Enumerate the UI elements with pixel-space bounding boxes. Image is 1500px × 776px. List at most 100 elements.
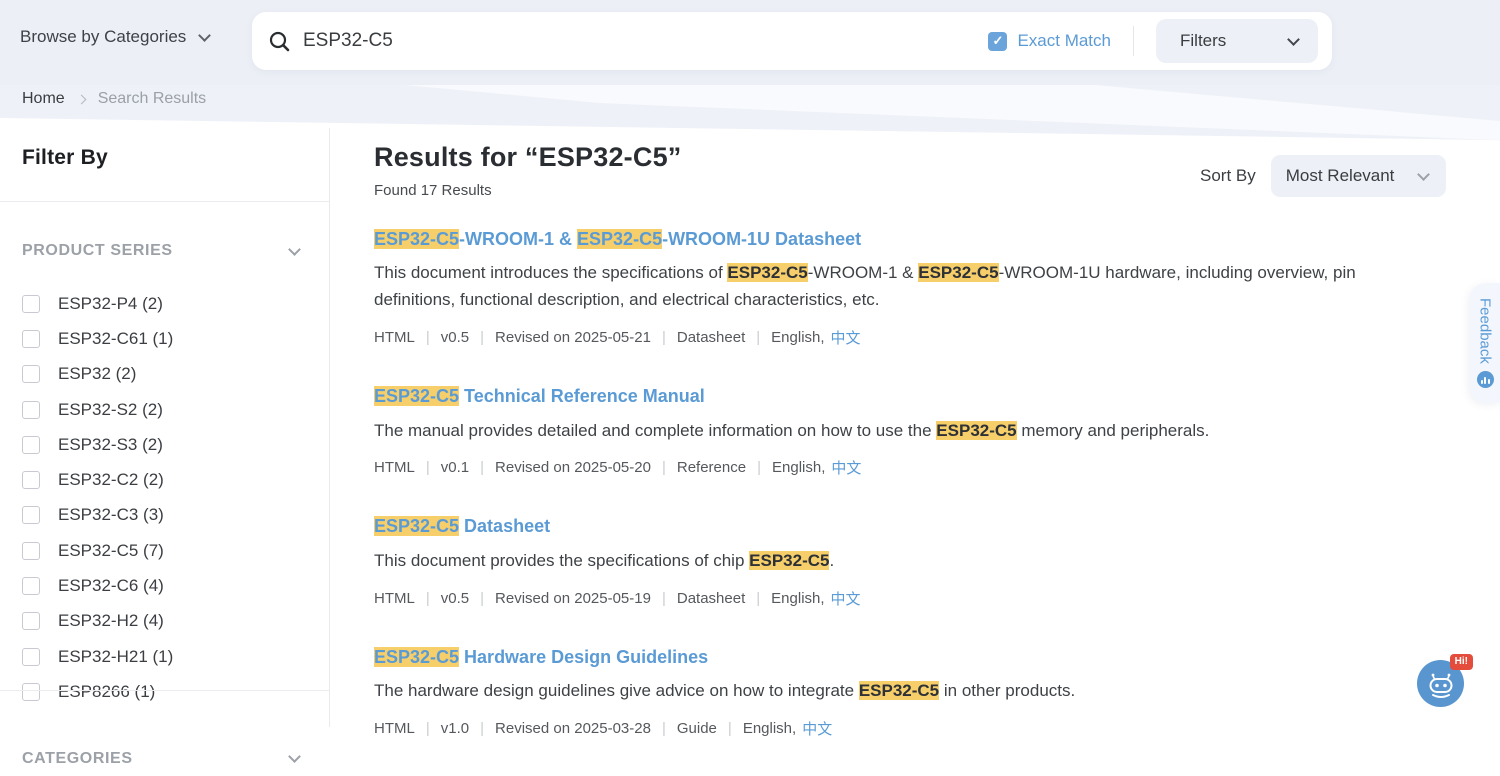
meta-divider: | <box>425 329 430 347</box>
filter-option-label: ESP32-H2 (4) <box>58 611 164 631</box>
filters-label: Filters <box>1180 31 1227 50</box>
checkbox-unchecked[interactable] <box>22 577 40 596</box>
meta-divider: | <box>661 589 666 607</box>
result-title-link[interactable]: ESP32-C5-WROOM-1 & ESP32-C5-WROOM-1U Dat… <box>374 229 862 249</box>
meta-divider: | <box>661 459 666 477</box>
meta-divider: | <box>756 329 761 347</box>
result-meta: HTML | v0.5 | Revised on 2025-05-19 | Datashee… <box>374 588 1404 609</box>
chatbot-button[interactable]: Hi! <box>1417 654 1473 707</box>
search-term-highlight: ESP32-C5 <box>918 263 999 283</box>
search-term-highlight: ESP32-C5 <box>749 550 830 570</box>
meta-segment: HTML <box>374 459 415 477</box>
exact-match-checkbox-checked[interactable]: ✓ <box>988 31 1008 51</box>
meta-segment: v0.5 <box>440 589 470 607</box>
product-series-label: PRODUCT SERIES <box>22 242 173 259</box>
exact-match-toggle[interactable]: ✓ Exact Match <box>988 31 1111 51</box>
result-description: The manual provides detailed and complet… <box>374 420 1210 440</box>
meta-divider: | <box>756 589 761 607</box>
meta-language: English, <box>771 329 825 347</box>
filter-option[interactable]: ESP32-C2 (2) <box>22 462 307 497</box>
filter-option-label: ESP32-S2 (2) <box>58 399 163 419</box>
filter-option-label: ESP8266 (1) <box>58 681 156 701</box>
result-item: ESP32-C5 Datasheet This document provide… <box>374 515 1404 608</box>
meta-segment: Guide <box>676 719 717 737</box>
meta-segment: v1.0 <box>440 719 470 737</box>
filter-option[interactable]: ESP32-S3 (2) <box>22 427 307 462</box>
filter-option-label: ESP32 (2) <box>58 364 137 384</box>
filter-option-label: ESP32-C2 (2) <box>58 470 164 490</box>
result-title-link[interactable]: ESP32-C5 Technical Reference Manual <box>374 386 705 407</box>
search-input[interactable] <box>303 30 989 52</box>
meta-segment: HTML <box>374 719 415 737</box>
results-title: Results for “ESP32-C5” <box>374 142 682 172</box>
checkbox-unchecked[interactable] <box>22 471 40 490</box>
filter-option[interactable]: ESP32-S2 (2) <box>22 392 307 427</box>
meta-segment: v0.1 <box>440 459 470 477</box>
filter-option[interactable]: ESP32-C3 (3) <box>22 498 307 533</box>
product-series-section-header[interactable]: PRODUCT SERIES <box>22 242 307 260</box>
filter-option[interactable]: ESP32-P4 (2) <box>22 286 307 321</box>
chevron-down-icon <box>288 750 301 763</box>
browse-by-categories-label: Browse by Categories <box>20 27 187 46</box>
result-title-link[interactable]: ESP32-C5 Hardware Design Guidelines <box>374 646 709 667</box>
meta-segment: Datasheet <box>676 329 746 347</box>
meta-divider: | <box>661 329 666 347</box>
meta-language: English, <box>772 459 826 477</box>
checkbox-unchecked[interactable] <box>22 400 40 419</box>
checkbox-unchecked[interactable] <box>22 329 40 348</box>
checkbox-unchecked[interactable] <box>22 365 40 384</box>
chevron-down-icon <box>1416 167 1430 181</box>
meta-segment: Reference <box>676 459 747 477</box>
categories-section-header[interactable]: CATEGORIES <box>22 750 307 768</box>
result-title-link[interactable]: ESP32-C5 Datasheet <box>374 516 551 537</box>
meta-divider: | <box>757 459 761 477</box>
breadcrumb-home-link[interactable]: Home <box>22 90 65 107</box>
filter-option[interactable]: ESP32-H21 (1) <box>22 639 307 674</box>
filter-list: ESP32-P4 (2) ESP32-C61 (1) ESP32 (2) ESP… <box>22 286 307 710</box>
checkbox-unchecked[interactable] <box>22 647 40 666</box>
filters-button[interactable]: Filters <box>1156 19 1318 63</box>
filter-option-label: ESP32-S3 (2) <box>58 434 163 454</box>
filter-option[interactable]: ESP32-H2 (4) <box>22 604 307 639</box>
chevron-right-icon <box>76 94 87 104</box>
filter-option[interactable]: ESP32 (2) <box>22 357 307 392</box>
feedback-chart-icon <box>1476 371 1494 389</box>
browse-by-categories-menu[interactable]: Browse by Categories <box>20 27 212 47</box>
chatbot-hi-badge: Hi! <box>1449 654 1473 670</box>
meta-segment: Revised on 2025-05-20 <box>495 459 651 477</box>
exact-match-label: Exact Match <box>1017 31 1111 50</box>
search-term-highlight: ESP32-C5 <box>374 516 460 537</box>
chinese-language-link[interactable]: 中文 <box>830 590 861 608</box>
sort-select[interactable]: Most Relevant <box>1270 155 1446 197</box>
feedback-tab[interactable]: Feedback <box>1470 283 1500 403</box>
filter-option[interactable]: ESP32-C6 (4) <box>22 568 307 603</box>
breadcrumb-current: Search Results <box>97 90 207 107</box>
search-term-highlight: ESP32-C5 <box>374 229 460 249</box>
checkbox-unchecked[interactable] <box>22 541 40 560</box>
meta-divider: | <box>425 459 430 477</box>
chinese-language-link[interactable]: 中文 <box>831 460 862 478</box>
checkbox-unchecked[interactable] <box>22 506 40 525</box>
filter-option-label: ESP32-C61 (1) <box>58 328 174 348</box>
checkbox-unchecked[interactable] <box>22 435 40 454</box>
search-term-highlight: ESP32-C5 <box>374 646 460 667</box>
filter-option[interactable]: ESP32-C5 (7) <box>22 533 307 568</box>
feedback-label: Feedback <box>1476 297 1494 364</box>
filter-option[interactable]: ESP8266 (1) <box>22 674 307 709</box>
checkbox-unchecked[interactable] <box>22 682 40 701</box>
meta-divider: | <box>425 719 430 737</box>
checkbox-unchecked[interactable] <box>22 612 40 631</box>
filter-option[interactable]: ESP32-C61 (1) <box>22 321 307 356</box>
meta-divider: | <box>661 719 666 737</box>
meta-divider: | <box>480 589 485 607</box>
chevron-down-icon <box>198 28 212 42</box>
checkbox-unchecked[interactable] <box>22 294 40 313</box>
breadcrumb: Home Search Results <box>22 90 206 108</box>
meta-divider: | <box>480 719 485 737</box>
chinese-language-link[interactable]: 中文 <box>802 720 833 738</box>
chinese-language-link[interactable]: 中文 <box>830 330 861 348</box>
chevron-down-icon <box>1287 32 1300 46</box>
sort-selected-value: Most Relevant <box>1285 166 1395 185</box>
search-divider <box>1133 26 1134 56</box>
search-bar: ✓ Exact Match Filters <box>252 12 1332 70</box>
